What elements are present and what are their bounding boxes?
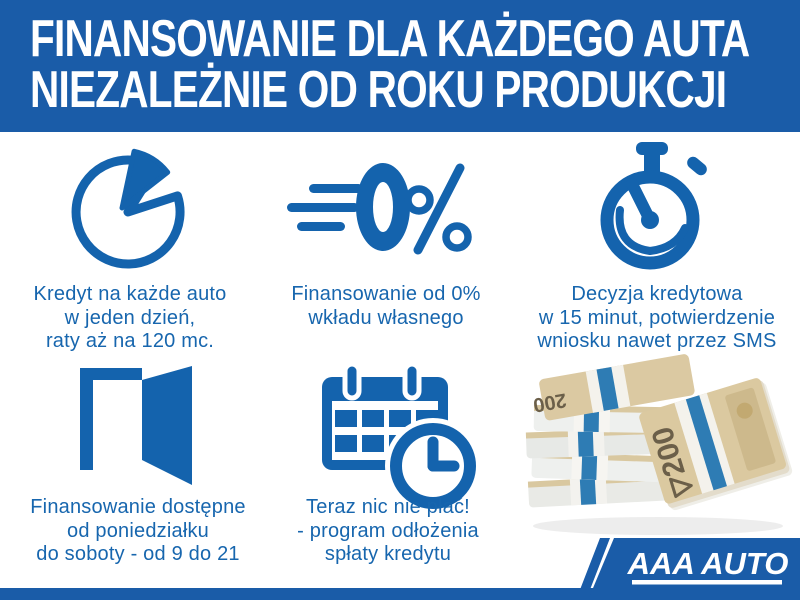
- caption-pay-nothing-now: Teraz nic nie płać! - program odłożenia …: [297, 496, 479, 565]
- stopwatch-icon: [588, 140, 722, 282]
- caption-credit-decision: Decyzja kredytowa w 15 minut, potwierdze…: [537, 283, 777, 352]
- header-title-line2: NIEZALEŻNIE OD ROKU PRODUKCJI: [30, 61, 727, 119]
- banknote-value-label: 200: [531, 388, 568, 415]
- aaa-auto-logo-text: AAA AUTO: [627, 546, 789, 581]
- calendar-clock-icon: [313, 362, 483, 517]
- header-title-line1: FINANSOWANIE DLA KAŻDEGO AUTA: [30, 10, 750, 68]
- pie-chart-icon: [68, 146, 198, 276]
- header-banner: FINANSOWANIE DLA KAŻDEGO AUTA NIEZALEŻNI…: [0, 0, 800, 132]
- aaa-auto-logo: AAA AUTO: [558, 528, 800, 600]
- caption-credit-every-car: Kredyt na każde auto w jeden dzień, raty…: [33, 283, 227, 352]
- zero-percent-icon: [283, 160, 478, 270]
- caption-availability-hours: Finansowanie dostępne od poniedziałku do…: [30, 496, 246, 565]
- caption-zero-down-payment: Finansowanie od 0% wkładu własnego: [291, 283, 481, 329]
- money-stacks-image: 200 200: [518, 352, 798, 540]
- open-door-icon: [76, 360, 198, 492]
